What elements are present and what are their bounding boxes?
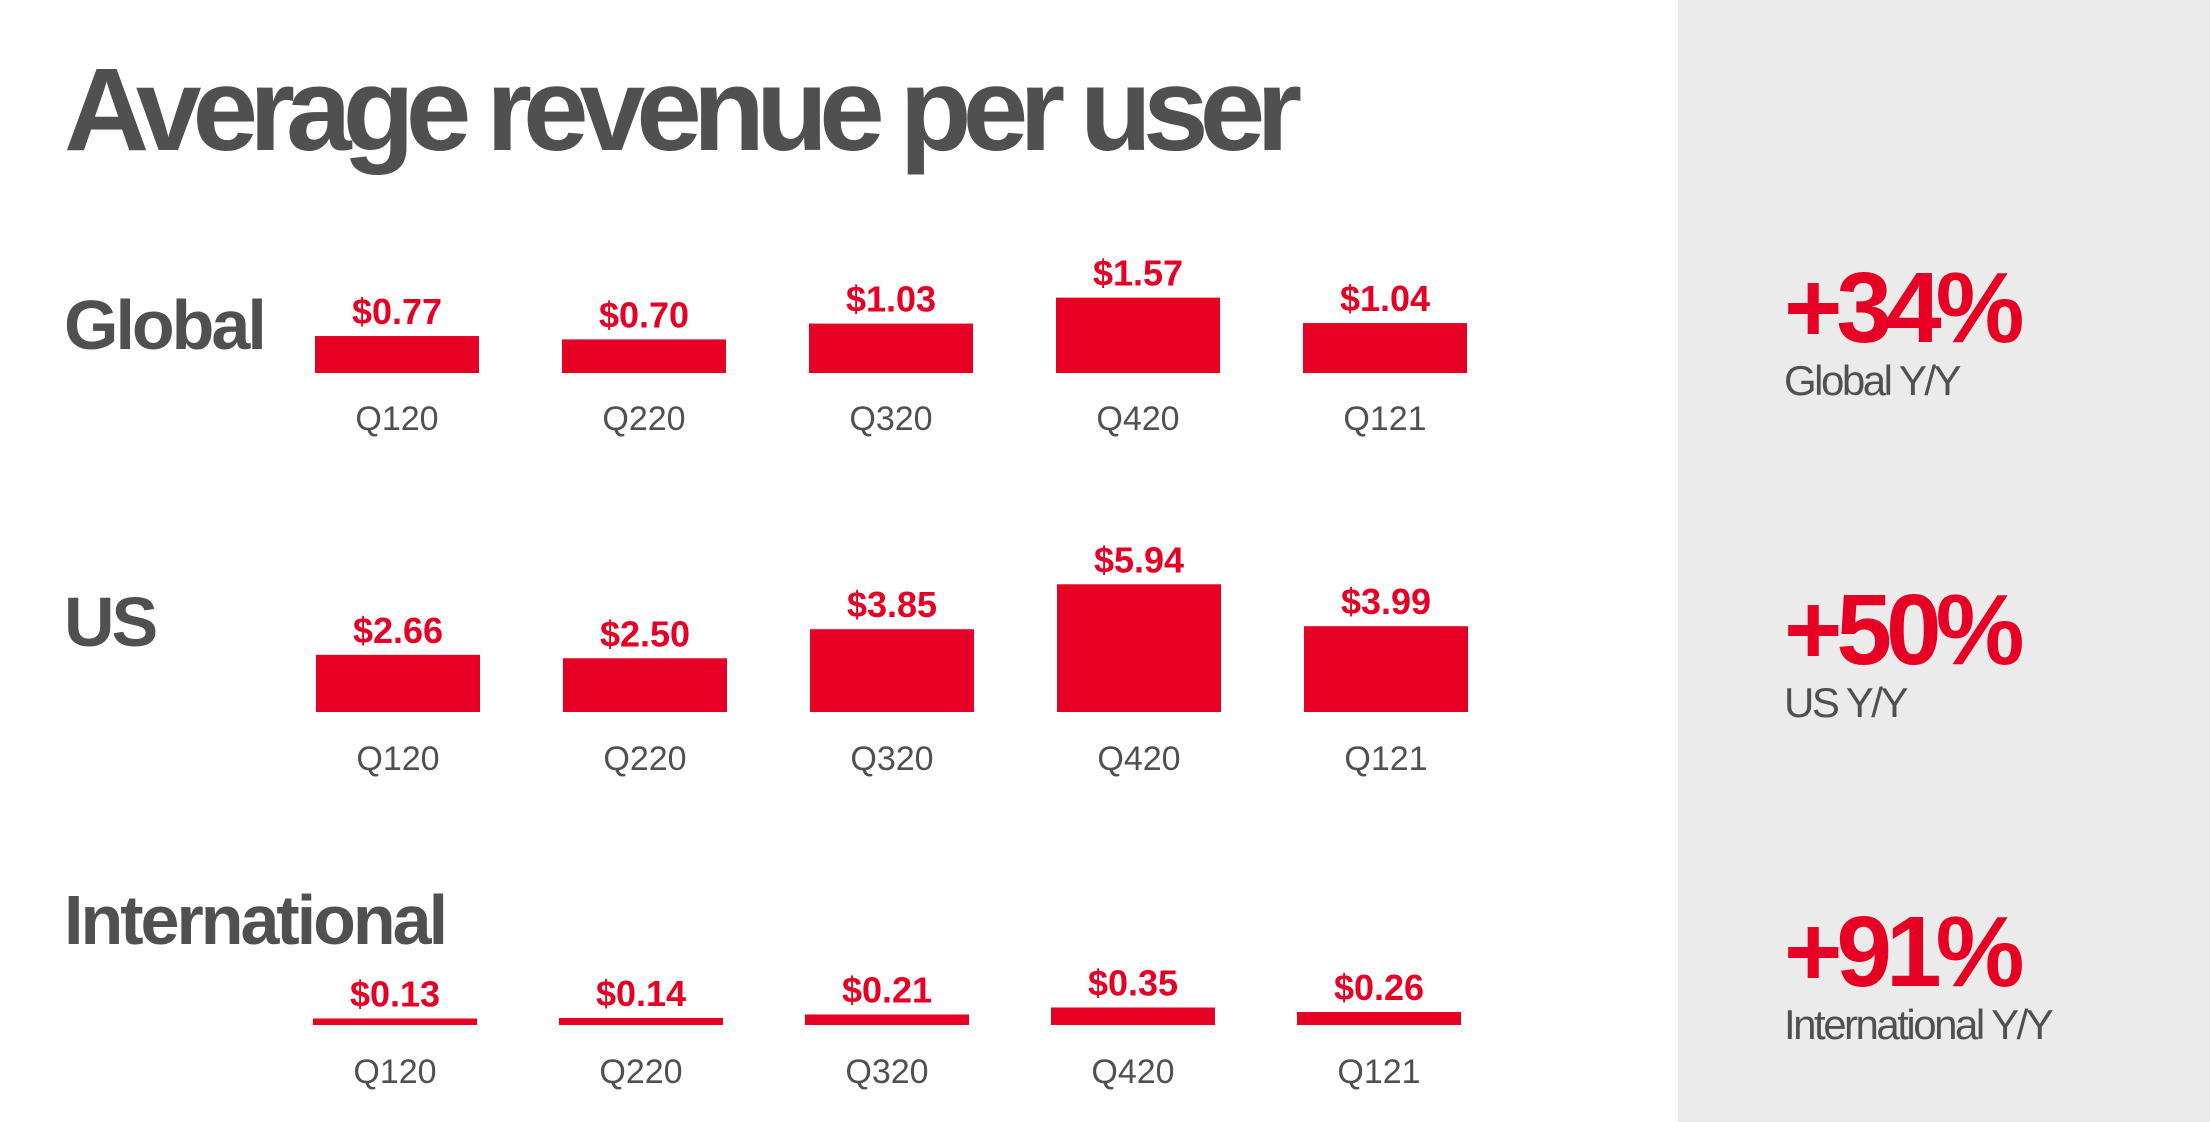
tick-label-global-q320: Q320	[849, 400, 932, 438]
value-label-global-q121: $1.04	[1340, 278, 1430, 319]
tick-label-us-q220: Q220	[603, 740, 686, 778]
value-label-global-q320: $1.03	[846, 279, 936, 320]
bar-us-q120	[316, 654, 480, 712]
growth-global-value: +34%	[1784, 252, 2025, 364]
bar-us-q320	[810, 629, 974, 712]
bar-international-q420	[1051, 1007, 1215, 1025]
growth-international-value: +91%	[1784, 896, 2025, 1008]
value-label-us-q420: $5.94	[1094, 539, 1184, 580]
bar-global-q420	[1056, 297, 1220, 373]
value-label-us-q120: $2.66	[353, 610, 443, 651]
bar-global-q121	[1303, 323, 1467, 373]
tick-label-us-q120: Q120	[356, 740, 439, 778]
bar-global-q120	[315, 336, 479, 373]
tick-label-global-q420: Q420	[1096, 400, 1179, 438]
region-label-us: US	[64, 583, 158, 661]
value-label-international-q420: $0.35	[1088, 963, 1178, 1004]
bar-us-q420	[1057, 584, 1221, 712]
bar-international-q120	[313, 1018, 477, 1025]
tick-label-us-q320: Q320	[850, 740, 933, 778]
bar-international-q121	[1297, 1012, 1461, 1025]
region-label-international: International	[64, 881, 448, 959]
tick-label-international-q120: Q120	[353, 1053, 436, 1091]
growth-international: +91% International Y/Y	[1784, 896, 2054, 1048]
value-label-international-q120: $0.13	[350, 974, 440, 1015]
value-label-international-q121: $0.26	[1334, 967, 1424, 1008]
value-label-us-q121: $3.99	[1341, 581, 1431, 622]
tick-label-international-q121: Q121	[1337, 1053, 1420, 1091]
tick-label-international-q220: Q220	[599, 1053, 682, 1091]
value-label-us-q220: $2.50	[600, 613, 690, 654]
tick-label-global-q120: Q120	[355, 400, 438, 438]
growth-us-label: US Y/Y	[1784, 679, 1908, 726]
growth-international-label: International Y/Y	[1784, 1001, 2054, 1048]
value-label-us-q320: $3.85	[847, 584, 937, 625]
tick-label-us-q121: Q121	[1344, 740, 1427, 778]
tick-label-global-q121: Q121	[1343, 400, 1426, 438]
bar-charts: $0.77 Q120 $0.70 Q220 $1.03 Q320 $1.57 Q420 $1.0…	[313, 253, 1468, 1091]
value-label-global-q220: $0.70	[599, 294, 689, 335]
tick-label-international-q420: Q420	[1091, 1053, 1174, 1091]
growth-us: +50% US Y/Y	[1784, 574, 2025, 726]
growth-global: +34% Global Y/Y	[1784, 252, 2025, 404]
bar-global-q220	[562, 339, 726, 373]
region-label-global: Global	[64, 286, 267, 364]
page-title: Average revenue per user	[64, 44, 1302, 176]
value-label-international-q220: $0.14	[596, 973, 686, 1014]
value-label-international-q320: $0.21	[842, 970, 932, 1011]
tick-label-international-q320: Q320	[845, 1053, 928, 1091]
bar-global-q320	[809, 323, 973, 373]
growth-global-label: Global Y/Y	[1784, 357, 1962, 404]
tick-label-global-q220: Q220	[602, 400, 685, 438]
tick-label-us-q420: Q420	[1097, 740, 1180, 778]
value-label-global-q420: $1.57	[1093, 253, 1183, 294]
bar-us-q220	[563, 658, 727, 712]
bar-international-q320	[805, 1014, 969, 1025]
value-label-global-q120: $0.77	[352, 291, 442, 332]
growth-panel: +34% Global Y/Y +50% US Y/Y +91% Interna…	[1678, 0, 2210, 1122]
bar-international-q220	[559, 1018, 723, 1025]
growth-us-value: +50%	[1784, 574, 2025, 686]
bar-us-q121	[1304, 626, 1468, 712]
